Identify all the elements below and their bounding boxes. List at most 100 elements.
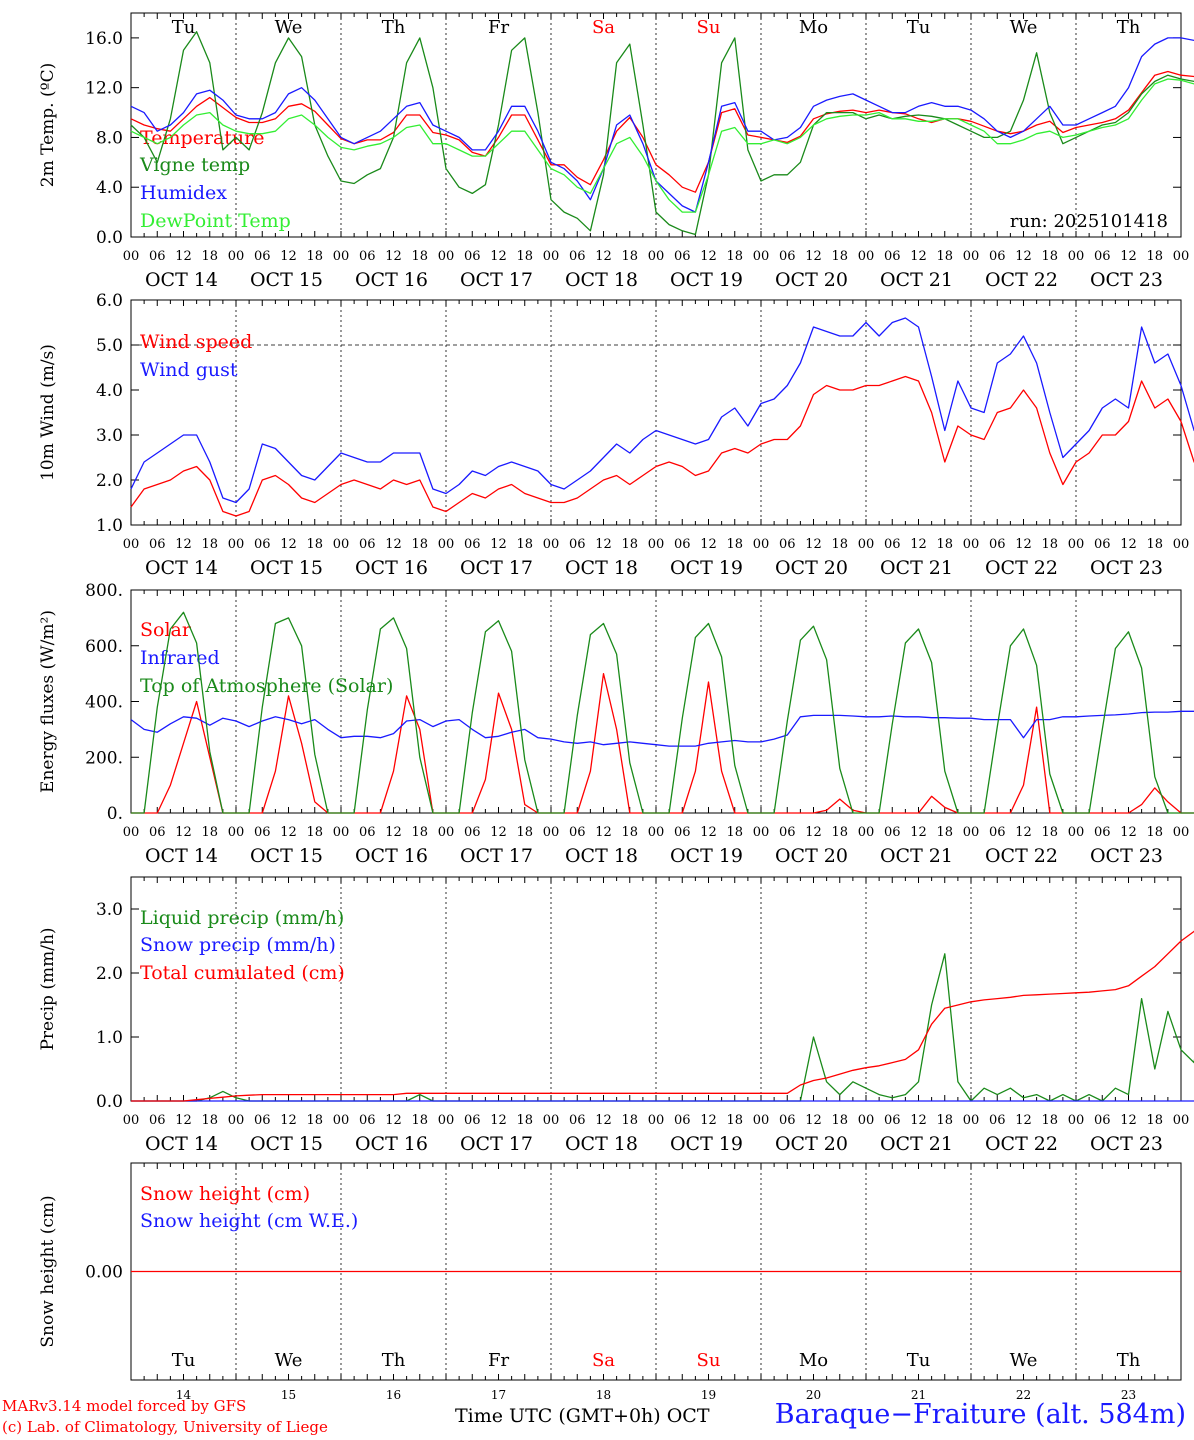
y-tick-label: 800.	[85, 581, 123, 601]
hour-tick-label: 00	[228, 1113, 245, 1128]
date-label: OCT 17	[460, 269, 533, 291]
day-number-label: 14	[176, 1388, 192, 1402]
hour-tick-label: 00	[963, 537, 980, 552]
legend-label: Total cumulated (cm)	[140, 962, 345, 984]
y-tick-label: 0.00	[85, 1263, 123, 1283]
hour-tick-label: 00	[648, 249, 665, 264]
hour-tick-label: 18	[1146, 825, 1163, 840]
day-number-label: 21	[911, 1388, 926, 1402]
date-label: OCT 21	[880, 269, 953, 291]
hour-tick-label: 12	[1015, 1113, 1032, 1128]
hour-tick-label: 06	[464, 249, 481, 264]
hour-tick-label: 12	[700, 825, 717, 840]
hour-tick-label: 12	[910, 249, 927, 264]
hour-tick-label: 06	[569, 537, 586, 552]
hour-tick-label: 00	[1068, 1113, 1085, 1128]
hour-tick-label: 00	[228, 537, 245, 552]
hour-tick-label: 06	[359, 537, 376, 552]
day-number-label: 22	[1016, 1388, 1031, 1402]
hour-tick-label: 06	[149, 249, 166, 264]
weekday-label: Fr	[488, 1350, 509, 1371]
hour-tick-label: 06	[989, 249, 1006, 264]
hour-tick-label: 06	[779, 1113, 796, 1128]
hour-tick-label: 12	[1015, 537, 1032, 552]
day-number-label: 17	[491, 1388, 506, 1402]
hour-tick-label: 18	[1146, 537, 1163, 552]
hour-tick-label: 00	[648, 537, 665, 552]
date-label: OCT 22	[985, 1133, 1058, 1155]
hour-tick-label: 18	[726, 537, 743, 552]
hour-tick-label: 18	[831, 537, 848, 552]
date-label: OCT 17	[460, 845, 533, 867]
hour-tick-label: 18	[1041, 1113, 1058, 1128]
hour-tick-label: 06	[464, 1113, 481, 1128]
y-axis-title: 10m Wind (m/s)	[38, 344, 58, 481]
hour-tick-label: 12	[595, 825, 612, 840]
hour-tick-label: 18	[726, 1113, 743, 1128]
hour-tick-label: 00	[543, 825, 560, 840]
date-label: OCT 18	[565, 269, 638, 291]
hour-tick-label: 12	[595, 249, 612, 264]
hour-tick-label: 18	[936, 249, 953, 264]
weekday-label: Tu	[907, 17, 931, 38]
hour-tick-label: 00	[123, 249, 140, 264]
weekday-label: Th	[382, 1350, 406, 1371]
y-axis-title: Precip (mm/h)	[38, 927, 58, 1050]
date-label: OCT 22	[985, 557, 1058, 579]
hour-tick-label: 00	[333, 825, 350, 840]
date-label: OCT 16	[355, 269, 428, 291]
y-axis-title: Energy fluxes (W/m²)	[38, 610, 58, 793]
day-number-label: 18	[596, 1388, 611, 1402]
legend-label: Liquid precip (mm/h)	[140, 907, 344, 929]
hour-tick-label: 12	[700, 537, 717, 552]
y-tick-label: 8.0	[96, 128, 123, 148]
hour-tick-label: 12	[805, 249, 822, 264]
hour-tick-label: 18	[831, 825, 848, 840]
weekday-label: Sa	[592, 17, 615, 38]
time-axis-label: Time UTC (GMT+0h) OCT	[455, 1405, 710, 1427]
date-label: OCT 16	[355, 1133, 428, 1155]
hour-tick-label: 12	[490, 825, 507, 840]
hour-tick-label: 12	[280, 825, 297, 840]
hour-tick-label: 18	[1146, 249, 1163, 264]
hour-tick-label: 18	[306, 1113, 323, 1128]
hour-tick-label: 12	[805, 825, 822, 840]
hour-tick-label: 12	[910, 1113, 927, 1128]
legend-label: Snow precip (mm/h)	[140, 934, 336, 956]
hour-tick-label: 12	[595, 537, 612, 552]
hour-tick-label: 12	[805, 537, 822, 552]
y-tick-label: 12.0	[85, 79, 123, 99]
hour-tick-label: 06	[569, 249, 586, 264]
hour-tick-label: 12	[1120, 825, 1137, 840]
hour-tick-label: 18	[411, 1113, 428, 1128]
hour-tick-label: 00	[438, 537, 455, 552]
hour-tick-label: 12	[805, 1113, 822, 1128]
panel-2: 1.0 2.0 3.0 4.0 5.0 6.0 10m Wind (m/s) Wind spe…	[38, 291, 1194, 579]
date-label: OCT 15	[250, 269, 323, 291]
hour-tick-label: 06	[254, 249, 271, 264]
date-label: OCT 22	[985, 269, 1058, 291]
hour-tick-label: 00	[858, 249, 875, 264]
series-line	[131, 672, 1194, 814]
day-number-label: 19	[701, 1388, 716, 1402]
hour-tick-label: 12	[595, 1113, 612, 1128]
hour-tick-label: 18	[831, 249, 848, 264]
panel-3: 0. 200. 400. 600. 800. Energy fluxes (W/m²) So…	[38, 581, 1194, 867]
date-label: OCT 16	[355, 557, 428, 579]
legend-label: Solar	[140, 619, 192, 641]
day-number-label: 15	[281, 1388, 296, 1402]
y-tick-label: 2.0	[96, 471, 123, 491]
weekday-label: Mo	[799, 1350, 828, 1371]
hour-tick-label: 12	[910, 825, 927, 840]
legend-label: Humidex	[140, 182, 227, 204]
hour-tick-label: 06	[359, 1113, 376, 1128]
hour-tick-label: 18	[1146, 1113, 1163, 1128]
date-label: OCT 21	[880, 1133, 953, 1155]
date-label: OCT 18	[565, 1133, 638, 1155]
hour-tick-label: 06	[884, 825, 901, 840]
hour-tick-label: 12	[280, 249, 297, 264]
hour-tick-label: 06	[1094, 537, 1111, 552]
hour-tick-label: 06	[884, 1113, 901, 1128]
date-label: OCT 19	[670, 557, 743, 579]
hour-tick-label: 06	[149, 1113, 166, 1128]
